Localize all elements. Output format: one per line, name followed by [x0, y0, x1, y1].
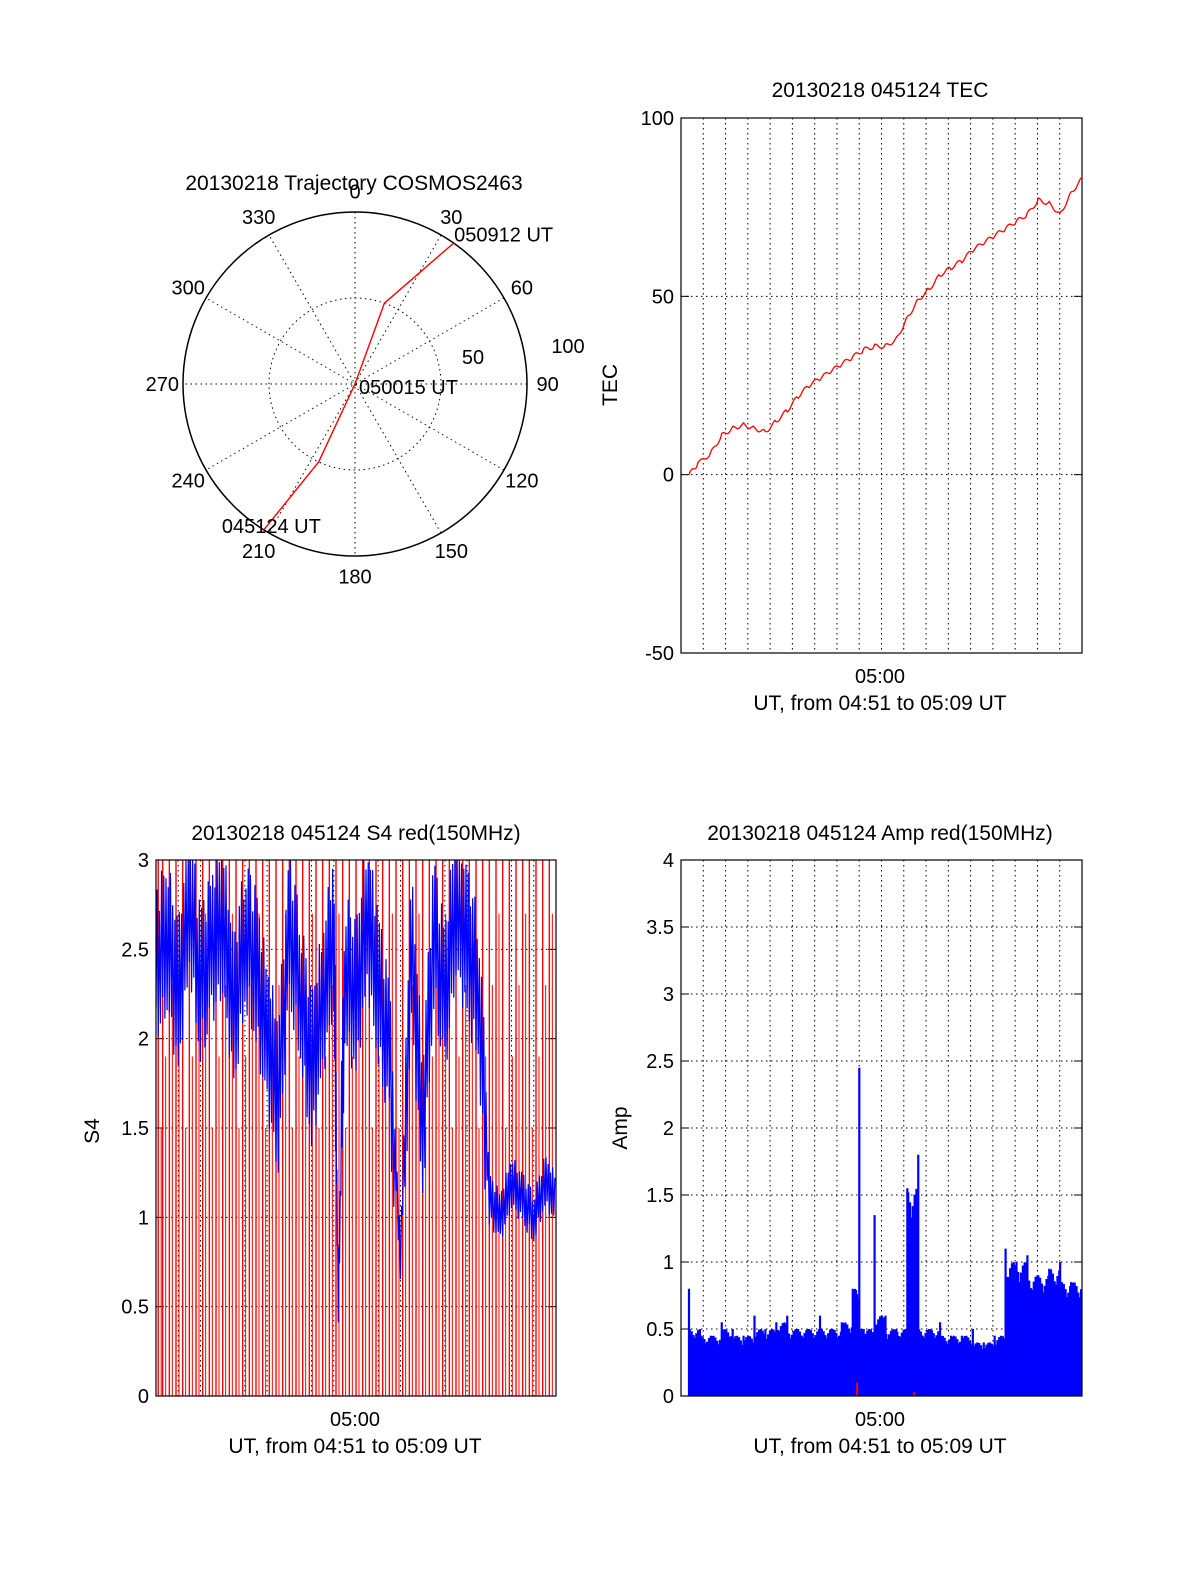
- y-tick-label: 2.5: [646, 1051, 674, 1073]
- s4-y-axis-label: S4: [81, 1118, 104, 1144]
- radial-label: 50: [462, 347, 484, 369]
- amp-late-fill: [1005, 1315, 1082, 1396]
- radial-label: 100: [551, 336, 584, 358]
- amp-y-tick-labels: 0 0.5 1 1.5 2 2.5 3 3.5 4: [646, 850, 674, 1408]
- azimuth-label: 300: [171, 278, 204, 300]
- s4-x-axis-label: UT, from 04:51 to 05:09 UT: [228, 1435, 481, 1458]
- polar-trajectory-panel: 20130218 Trajectory COSMOS2463 0 30 60 90 12…: [146, 172, 585, 589]
- y-tick-label: 3.5: [646, 917, 674, 939]
- tec-panel: 20130218 045124 TEC -50 0 50 100 05:00 UT, …: [599, 79, 1083, 715]
- amp-title: 20130218 045124 Amp red(150MHz): [707, 822, 1053, 845]
- s4-x-tick-label: 05:00: [330, 1409, 380, 1431]
- s4-panel: 20130218 045124 S4 red(150MHz) 0 0.5 1 1.5 2…: [81, 822, 557, 1458]
- polar-ring-outer: [182, 211, 528, 557]
- y-tick-label: 0.5: [121, 1297, 149, 1319]
- y-tick-label: 2.5: [121, 939, 149, 961]
- azimuth-label: 0: [349, 181, 360, 203]
- y-tick-label: 3: [138, 850, 149, 872]
- azimuth-label: 150: [435, 541, 468, 563]
- tec-x-axis-label: UT, from 04:51 to 05:09 UT: [753, 692, 1006, 715]
- y-tick-label: 1: [138, 1207, 149, 1229]
- y-tick-label: 0.5: [646, 1319, 674, 1341]
- polar-grid: [182, 211, 528, 557]
- amp-x-tick-label: 05:00: [855, 1409, 905, 1431]
- amp-x-axis-label: UT, from 04:51 to 05:09 UT: [753, 1435, 1006, 1458]
- s4-y-tick-labels: 0 0.5 1 1.5 2 2.5 3: [121, 850, 149, 1408]
- trajectory-annotation: 050015 UT: [359, 377, 458, 399]
- y-tick-label: 100: [641, 108, 674, 130]
- polar-title: 20130218 Trajectory COSMOS2463: [185, 172, 522, 195]
- y-tick-label: 4: [663, 850, 674, 872]
- azimuth-label: 120: [505, 470, 538, 492]
- polar-azimuth-labels: 0 30 60 90 120 150 180 210 240 270 300 330: [146, 181, 559, 588]
- azimuth-label: 240: [171, 470, 204, 492]
- y-tick-label: -50: [645, 643, 674, 665]
- trajectory-line: [263, 242, 455, 531]
- tec-title: 20130218 045124 TEC: [772, 79, 989, 102]
- azimuth-label: 210: [242, 541, 275, 563]
- tec-grid: [681, 117, 1082, 654]
- y-tick-label: 0: [663, 465, 674, 487]
- amp-panel: 20130218 045124 Amp red(150MHz) 0 0.5 1 1.5…: [609, 822, 1083, 1458]
- azimuth-label: 60: [511, 278, 533, 300]
- trajectory-annotations: 050912 UT 050015 UT 045124 UT: [222, 224, 553, 537]
- y-tick-label: 50: [652, 286, 674, 308]
- amp-red-series: [856, 1382, 915, 1396]
- s4-plot-frame: [155, 859, 557, 1397]
- y-tick-label: 1.5: [646, 1185, 674, 1207]
- azimuth-label: 330: [242, 207, 275, 229]
- y-tick-label: 2: [663, 1118, 674, 1140]
- tec-y-axis-label: TEC: [599, 364, 622, 406]
- y-tick-label: 3: [663, 984, 674, 1006]
- amp-y-axis-label: Amp: [609, 1106, 632, 1149]
- azimuth-label: 90: [537, 374, 559, 396]
- amp-plot-frame: [680, 859, 1083, 1397]
- y-tick-label: 0: [138, 1386, 149, 1408]
- polar-radial-labels: 50 100: [462, 336, 585, 369]
- polar-ring-50: [268, 297, 442, 471]
- azimuth-label: 270: [146, 374, 179, 396]
- y-tick-label: 0: [663, 1386, 674, 1408]
- azimuth-label: 180: [338, 567, 371, 589]
- y-tick-label: 1: [663, 1252, 674, 1274]
- tec-plot-frame: [680, 117, 1083, 654]
- trajectory-annotation: 050912 UT: [454, 224, 553, 246]
- tec-x-tick-label: 05:00: [855, 666, 905, 688]
- s4-blue-series-line: [155, 859, 556, 1323]
- s4-title: 20130218 045124 S4 red(150MHz): [191, 822, 520, 845]
- azimuth-label: 30: [440, 207, 462, 229]
- y-tick-label: 2: [138, 1029, 149, 1051]
- tec-y-tick-labels: -50 0 50 100: [641, 108, 674, 665]
- amp-blue-series: [687, 1067, 1083, 1396]
- tec-series-line: [688, 177, 1083, 475]
- y-tick-label: 1.5: [121, 1118, 149, 1140]
- trajectory-annotation: 045124 UT: [222, 516, 321, 538]
